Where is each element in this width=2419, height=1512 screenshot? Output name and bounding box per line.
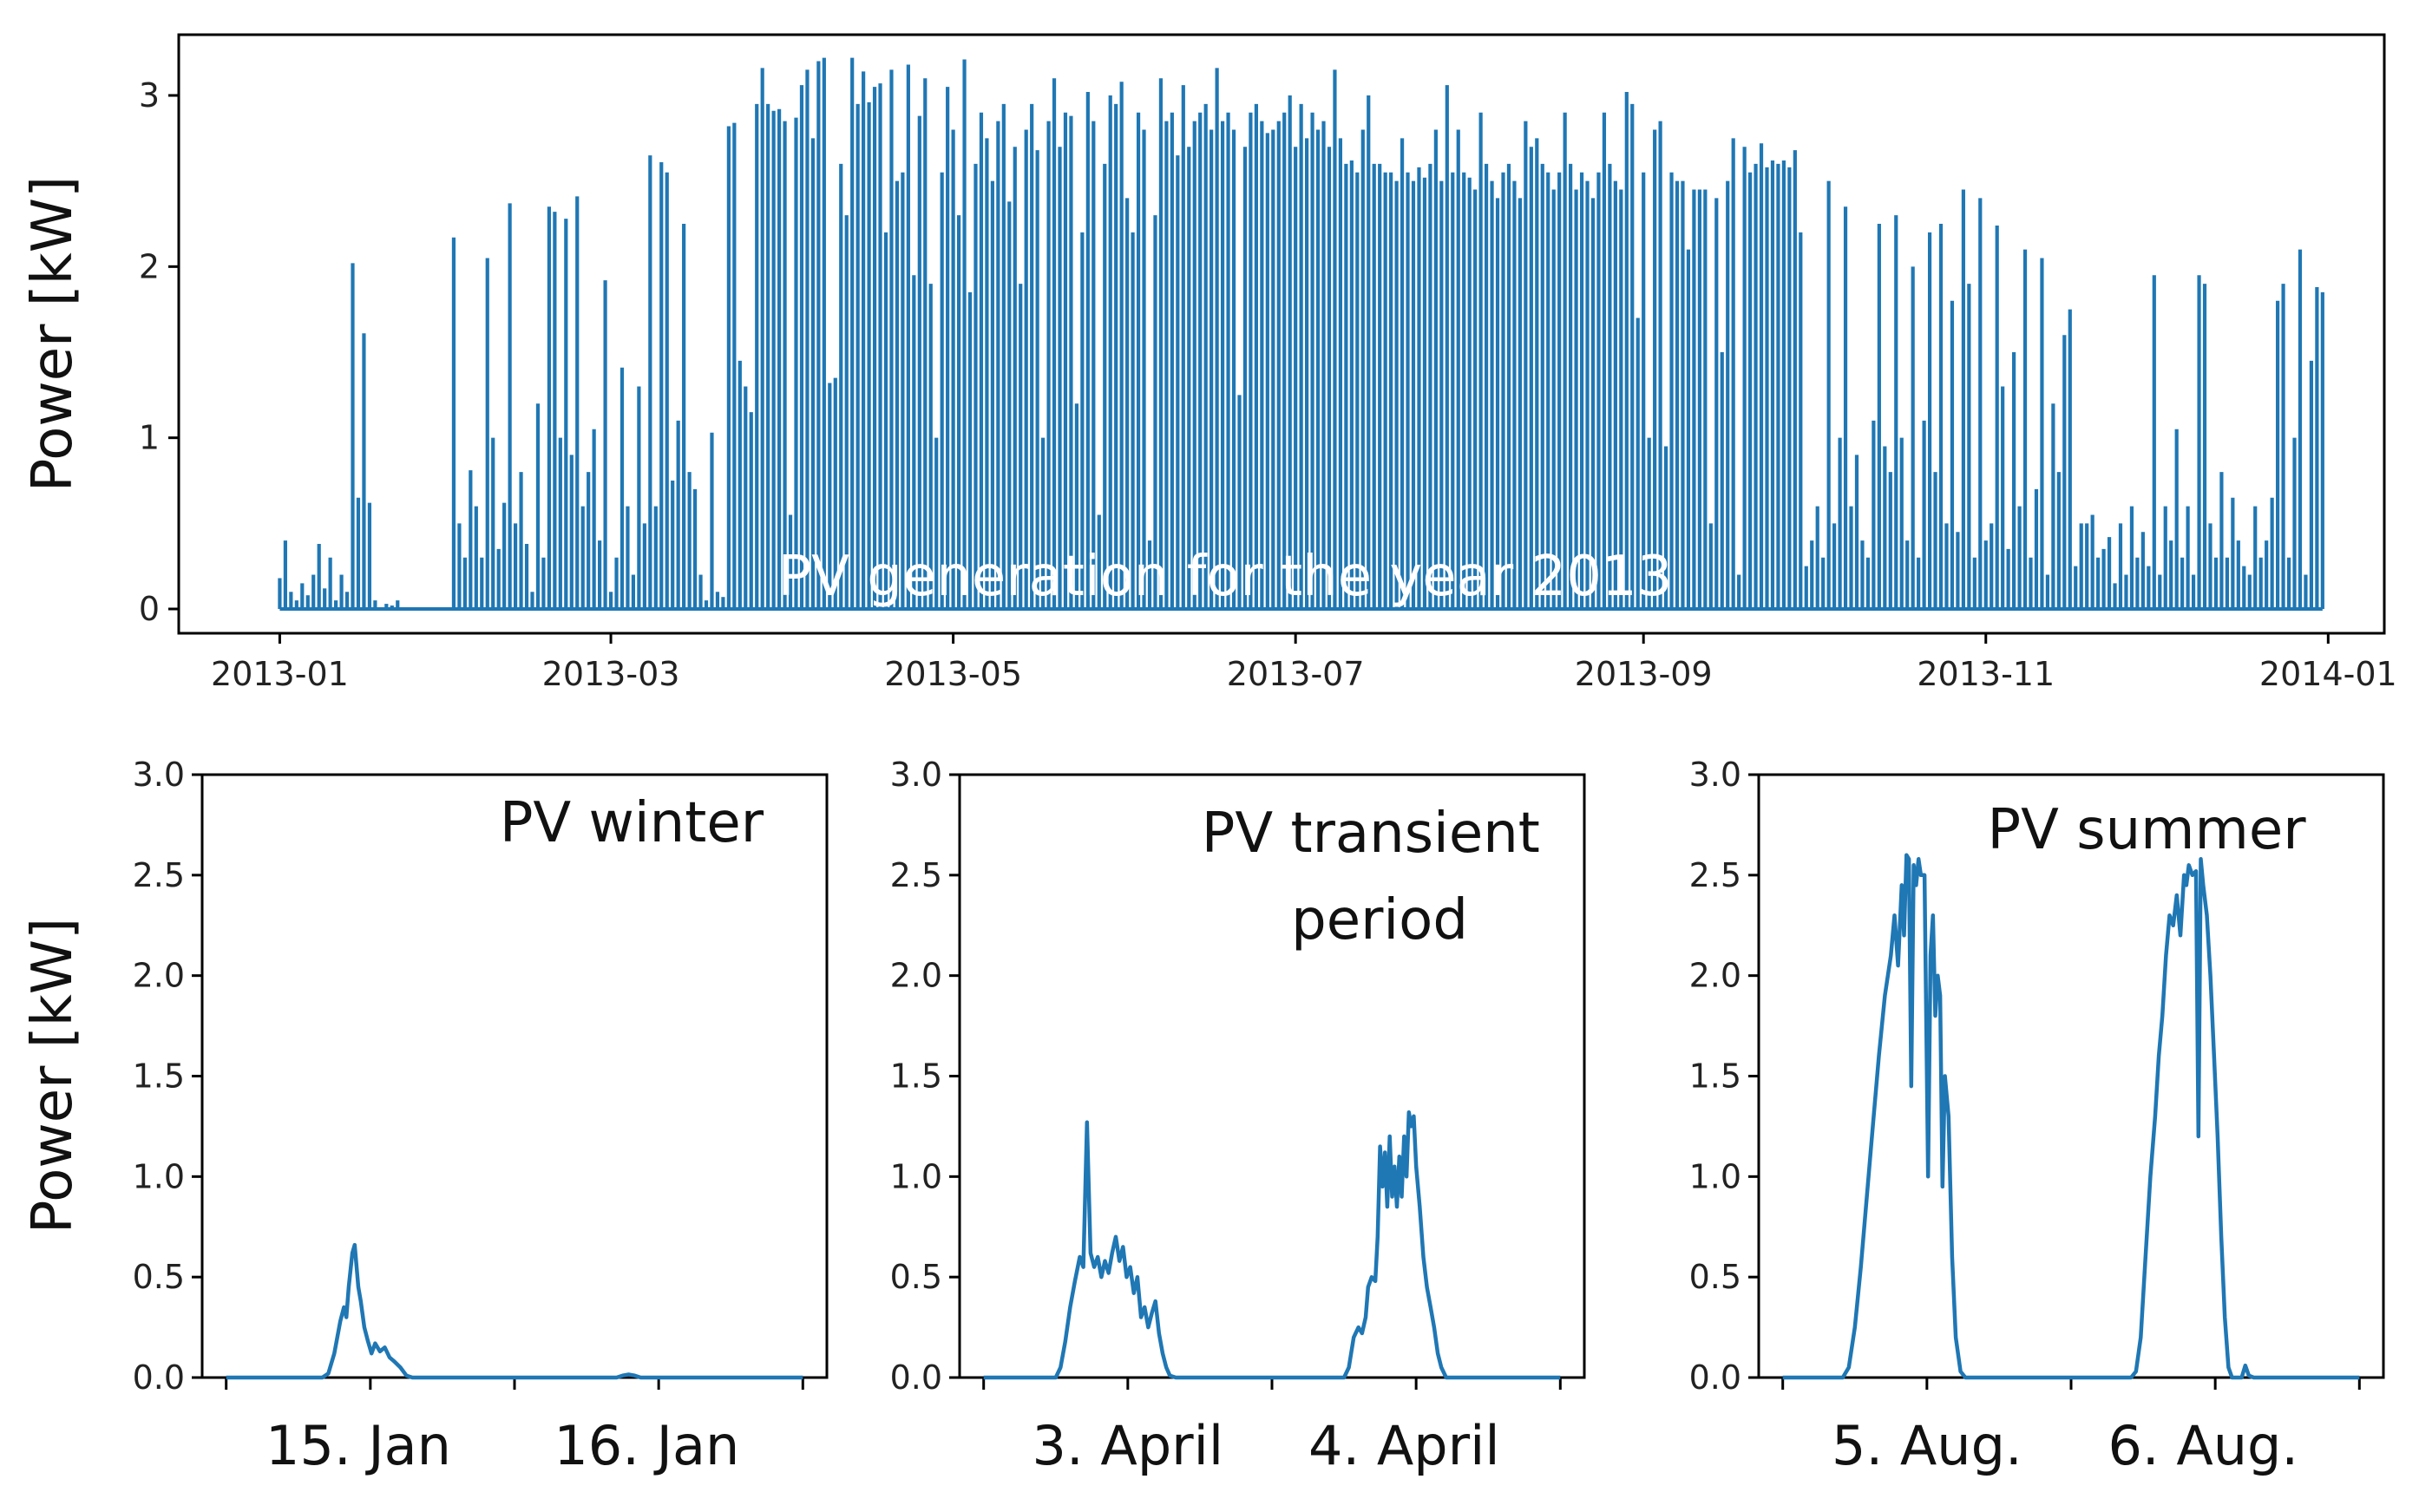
summer-x-tick-label: 5. Aug. — [1832, 1414, 2022, 1477]
transient-x-tick-label: 4. April — [1308, 1414, 1500, 1477]
transient-y-tick-label: 2.5 — [890, 856, 942, 894]
transient-y-tick-label: 2.0 — [890, 957, 942, 995]
summer-chart: 0.0 0.5 1.0 1.5 2.0 2.5 3.0 5. Aug. 6. Aug. PV … — [1689, 756, 2385, 1477]
winter-chart-title: PV winter — [500, 791, 764, 855]
transient-y-ticks: 0.0 0.5 1.0 1.5 2.0 2.5 3.0 — [890, 756, 960, 1397]
winter-chart: 0.0 0.5 1.0 1.5 2.0 2.5 3.0 15. Jan 16. Jan PV … — [21, 756, 829, 1477]
summer-y-tick-label: 3.0 — [1689, 756, 1741, 794]
transient-y-tick-label: 3.0 — [890, 756, 942, 794]
winter-y-tick-label: 1.5 — [133, 1057, 185, 1096]
summer-chart-title: PV summer — [1988, 798, 2307, 862]
year-plot-area — [177, 33, 2386, 635]
year-y-ticks: 0 1 2 3 — [139, 76, 179, 628]
transient-chart-title: PV transient period — [1202, 802, 1557, 952]
year-x-tick-label: 2013-03 — [542, 655, 680, 693]
summer-y-tick-label: 0.0 — [1689, 1358, 1741, 1397]
year-x-tick-label: 2013-05 — [884, 655, 1022, 693]
year-x-tick-label: 2013-11 — [1917, 655, 2055, 693]
summer-y-tick-label: 2.5 — [1689, 856, 1741, 894]
transient-y-tick-label: 0.0 — [890, 1358, 942, 1397]
year-x-tick-label: 2013-07 — [1227, 655, 1365, 693]
transient-series-line — [983, 1109, 1561, 1380]
winter-y-tick-label: 2.5 — [133, 856, 185, 894]
summer-x-tick-label: 6. Aug. — [2108, 1414, 2298, 1477]
summer-x-ticks: 5. Aug. 6. Aug. — [1781, 1378, 2361, 1477]
summer-series-line — [1782, 853, 2360, 1380]
year-y-tick-label: 1 — [139, 419, 160, 457]
winter-x-ticks: 15. Jan 16. Jan — [225, 1378, 804, 1477]
transient-x-tick-label: 3. April — [1032, 1414, 1224, 1477]
year-x-ticks: 2013-01 2013-03 2013-05 2013-07 2013-09 2013-… — [211, 633, 2397, 693]
year-x-tick-label: 2013-01 — [211, 655, 349, 693]
year-y-axis-label: Power [kW] — [21, 176, 85, 492]
summer-plot-area — [1757, 773, 2385, 1379]
summer-y-tick-label: 0.5 — [1689, 1258, 1741, 1296]
year-y-tick-label: 2 — [139, 247, 160, 285]
winter-series-line — [226, 1242, 803, 1380]
winter-y-tick-label: 0.0 — [133, 1358, 185, 1397]
winter-x-tick-label: 16. Jan — [554, 1414, 739, 1477]
year-chart-title: PV generation for the year 2013 — [778, 545, 1673, 609]
winter-y-tick-label: 3.0 — [133, 756, 185, 794]
transient-title-line-1: PV transient — [1202, 802, 1540, 866]
transient-x-ticks: 3. April 4. April — [982, 1378, 1562, 1477]
winter-plot-area — [200, 773, 829, 1379]
year-bars — [278, 57, 2324, 611]
year-x-tick-label: 2014-01 — [2259, 655, 2397, 693]
transient-y-tick-label: 1.5 — [890, 1057, 942, 1096]
transient-chart: 0.0 0.5 1.0 1.5 2.0 2.5 3.0 3. April 4. April P… — [890, 756, 1586, 1477]
winter-x-tick-label: 15. Jan — [266, 1414, 451, 1477]
winter-y-tick-label: 2.0 — [133, 957, 185, 995]
summer-y-tick-label: 1.0 — [1689, 1157, 1741, 1195]
transient-title-line-2: period — [1291, 888, 1468, 952]
year-y-tick-label: 3 — [139, 76, 160, 115]
winter-y-tick-label: 0.5 — [133, 1258, 185, 1296]
winter-y-axis-label: Power [kW] — [21, 918, 85, 1234]
summer-y-ticks: 0.0 0.5 1.0 1.5 2.0 2.5 3.0 — [1689, 756, 1759, 1397]
year-y-tick-label: 0 — [139, 590, 160, 628]
transient-y-tick-label: 1.0 — [890, 1157, 942, 1195]
year-x-tick-label: 2013-09 — [1575, 655, 1713, 693]
year-chart: 0 1 2 3 2013-01 2013-03 2013-05 2013-07 2013-09… — [21, 33, 2397, 693]
summer-y-tick-label: 1.5 — [1689, 1057, 1741, 1096]
winter-y-ticks: 0.0 0.5 1.0 1.5 2.0 2.5 3.0 — [133, 756, 202, 1397]
summer-y-tick-label: 2.0 — [1689, 957, 1741, 995]
winter-y-tick-label: 1.0 — [133, 1157, 185, 1195]
transient-y-tick-label: 0.5 — [890, 1258, 942, 1296]
